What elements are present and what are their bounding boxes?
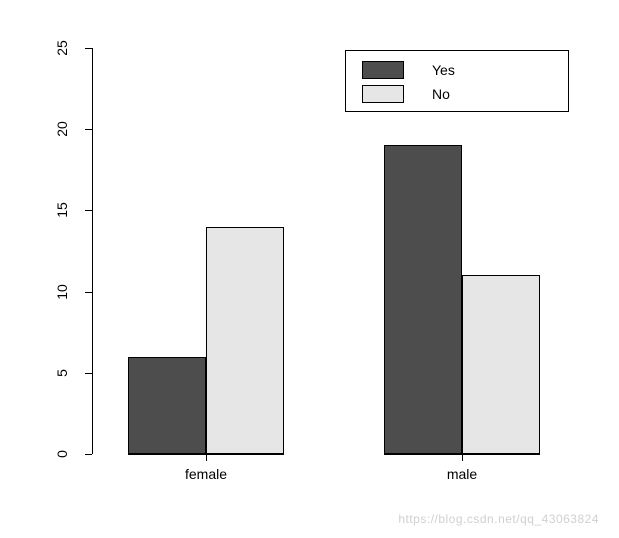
y-tick-label: 5 (54, 363, 74, 383)
legend: Yes No (345, 50, 569, 112)
y-tick-label: 0 (54, 444, 74, 464)
category-label: male (384, 466, 540, 482)
y-tick-label: 20 (54, 119, 74, 139)
y-axis-line (92, 48, 93, 454)
y-tick-label: 15 (54, 200, 74, 220)
bar (384, 145, 462, 454)
y-tick-label: 25 (54, 38, 74, 58)
y-tick-mark (85, 48, 92, 49)
bar (128, 357, 206, 454)
bar-chart: YesNo https://blog.csdn.net/qq_43063824 … (0, 0, 619, 538)
legend-swatch (362, 61, 404, 79)
legend-label: No (432, 86, 450, 102)
y-tick-mark (85, 210, 92, 211)
x-tick-mark (462, 454, 463, 461)
y-tick-label: 10 (54, 282, 74, 302)
category-label: female (128, 466, 284, 482)
watermark: https://blog.csdn.net/qq_43063824 (398, 512, 599, 526)
y-tick-mark (85, 373, 92, 374)
legend-swatch (362, 85, 404, 103)
x-tick-mark (206, 454, 207, 461)
bar (206, 227, 284, 454)
y-tick-mark (85, 129, 92, 130)
y-tick-mark (85, 454, 92, 455)
y-tick-mark (85, 292, 92, 293)
legend-label: Yes (432, 62, 455, 78)
bar (462, 275, 540, 454)
